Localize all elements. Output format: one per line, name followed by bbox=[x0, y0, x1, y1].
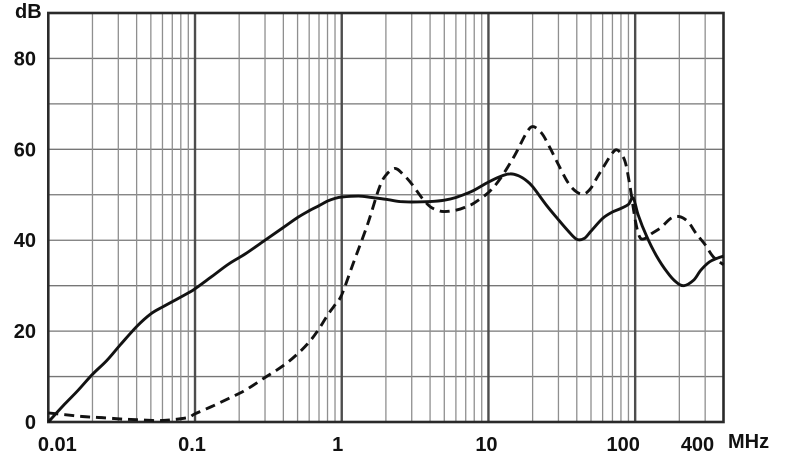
x-axis-unit-label: MHz bbox=[728, 431, 770, 453]
y-tick-label-60: 60 bbox=[14, 139, 36, 161]
x-tick-label-400: 400 bbox=[681, 434, 714, 456]
y-tick-label-0: 0 bbox=[25, 412, 36, 434]
y-tick-label-80: 80 bbox=[14, 48, 36, 70]
dashed-curve bbox=[48, 125, 725, 423]
x-tick-label-0.1: 0.1 bbox=[178, 434, 206, 456]
y-tick-label-20: 20 bbox=[14, 321, 36, 343]
x-tick-label-10: 10 bbox=[475, 434, 497, 456]
plot-frame bbox=[46, 11, 725, 424]
solid-curve bbox=[47, 172, 724, 423]
y-axis-unit-label: dB bbox=[15, 1, 42, 23]
x-tick-label-100: 100 bbox=[606, 434, 639, 456]
grid bbox=[48, 13, 724, 422]
x-tick-label-1: 1 bbox=[332, 434, 343, 456]
y-tick-label-40: 40 bbox=[14, 230, 36, 252]
x-tick-label-0.01: 0.01 bbox=[38, 434, 77, 456]
